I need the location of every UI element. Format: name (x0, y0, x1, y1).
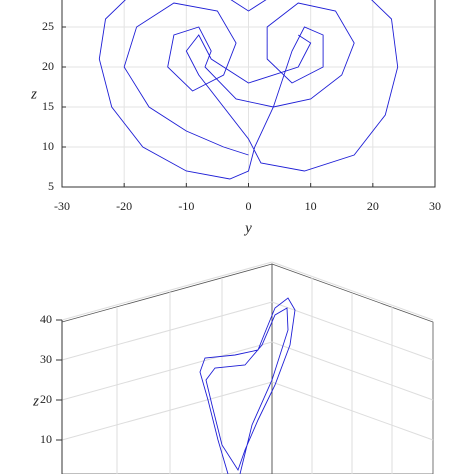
right-wall (271, 263, 434, 474)
trajectory (98, 0, 399, 180)
y-tick-label: 5 (48, 179, 54, 193)
y-tick-label: 20 (42, 59, 54, 73)
z-tick-label: 20 (40, 392, 52, 406)
grid-line (61, 301, 273, 361)
x-tick-label: 30 (429, 199, 441, 213)
x-tick-label: 10 (305, 199, 317, 213)
y-tick-label: 25 (42, 19, 54, 33)
z-tick-label: 10 (40, 432, 52, 446)
y-axis-label: z (30, 86, 37, 102)
trajectory (199, 297, 296, 474)
bottom-chart: 10 20 30 40 z (32, 261, 434, 474)
grid-line (271, 381, 434, 441)
grid-line (271, 341, 434, 401)
x-axis-label: y (243, 220, 252, 236)
grid-line (61, 381, 273, 441)
top-chart: -30 -20 -10 0 10 20 30 5 10 15 20 25 y z (30, 0, 441, 236)
axes (61, 0, 436, 188)
z-tick-label: 30 (40, 352, 52, 366)
x-tick-label: -30 (54, 199, 70, 213)
grid-line (271, 261, 434, 321)
x-tick-label: -20 (116, 199, 132, 213)
x-tick-label: 20 (367, 199, 379, 213)
z-axis-label: z (32, 393, 39, 409)
y-tick-label: 15 (42, 99, 54, 113)
z-tick-label: 40 (40, 312, 52, 326)
grid-line (271, 301, 434, 361)
grid-line (61, 261, 273, 321)
x-tick-label: -10 (178, 199, 194, 213)
y-tick-label: 10 (42, 139, 54, 153)
x-tick-label: 0 (246, 199, 252, 213)
grid-line (61, 341, 273, 401)
